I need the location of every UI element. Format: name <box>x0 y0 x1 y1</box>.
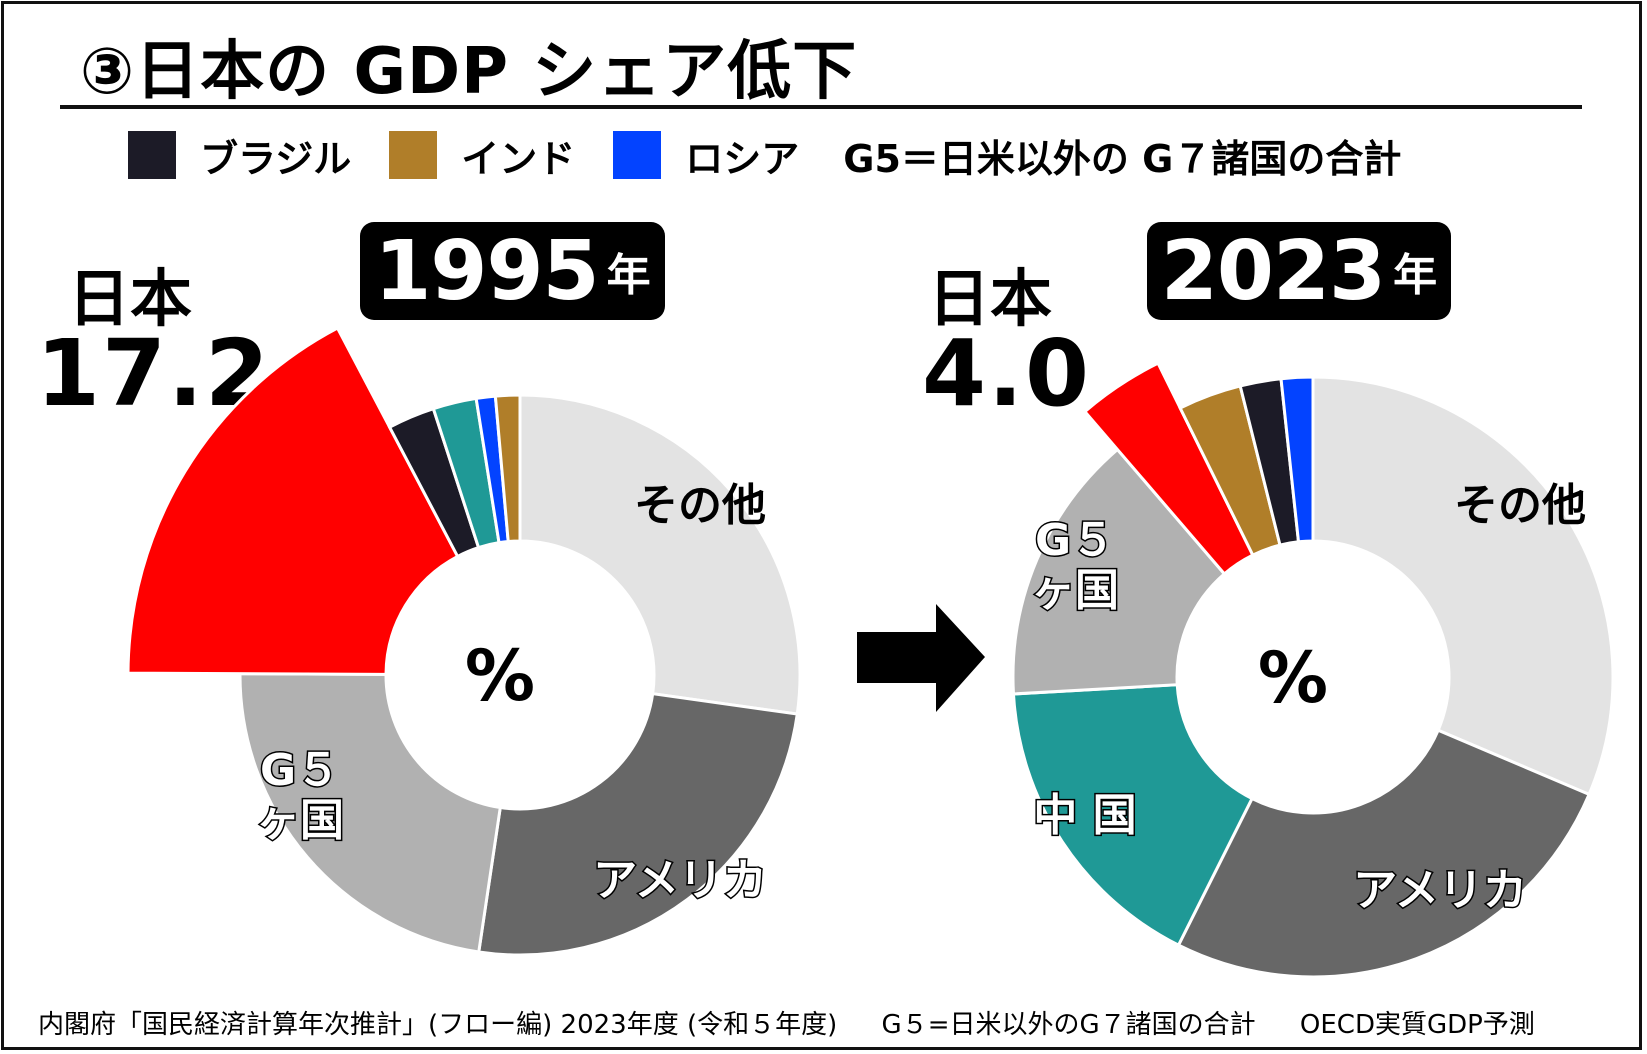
pie-slice-アメリカ <box>477 691 799 957</box>
legend-label-india: インド <box>461 136 576 181</box>
legend-label-brazil: ブラジル <box>200 136 352 181</box>
year-2023: 2023 <box>1160 223 1386 319</box>
slice-label-その他: その他 <box>1454 480 1586 531</box>
pie-slice-日本 <box>126 326 460 676</box>
pie-slice-中国 <box>1011 683 1255 948</box>
slice-label-その他: その他 <box>634 480 766 531</box>
pie-slice-インド <box>493 393 522 544</box>
legend-label-russia: ロシア <box>685 136 800 181</box>
chart-title: ③日本の GDP シェア低下 <box>80 35 858 109</box>
japan-label-2023: 日本 <box>928 262 1053 335</box>
slice-label-アメリカ: アメリカ <box>1353 865 1527 916</box>
legend-item-india: インド <box>389 128 575 183</box>
slice-label-G5ヶ国: G５ <box>260 745 340 796</box>
year-suffix-2023: 年 <box>1393 250 1438 301</box>
footer: 内閣府「国民経済計算年次推計」(フロー編) 2023年度 (令和５年度) G５=… <box>38 1004 1571 1041</box>
pie-slice-アメリカ <box>1176 728 1592 979</box>
pie-center-label: % <box>1258 637 1328 719</box>
pie-slice-G5ヶ国 <box>238 672 502 954</box>
year-suffix-1995: 年 <box>606 250 651 301</box>
pie-slice-その他 <box>518 393 802 716</box>
pie-slice-G5ヶ国 <box>1011 447 1227 696</box>
legend-item-russia: ロシア <box>613 128 799 183</box>
legend: ブラジル インド ロシア G5＝日米以外の G７諸国の合計 <box>128 128 1402 183</box>
year-badge-2023: 2023 年 <box>1147 222 1451 320</box>
slice-label-G5ヶ国: ヶ国 <box>256 795 344 846</box>
japan-label-1995: 日本 <box>68 262 193 335</box>
footer-source: 内閣府「国民経済計算年次推計」(フロー編) 2023年度 (令和５年度) <box>38 1010 838 1040</box>
legend-swatch-russia <box>613 131 662 179</box>
legend-swatch-brazil <box>128 131 176 179</box>
slice-label-中国: 中 国 <box>1033 790 1136 841</box>
year-badge-1995: 1995 年 <box>360 222 665 320</box>
footer-g5-note: G５=日米以外のG７諸国の合計 <box>881 1010 1256 1040</box>
legend-swatch-india <box>389 131 438 179</box>
pie-slice-日本 <box>1082 361 1255 576</box>
footer-forecast-note: OECD実質GDP予測 <box>1299 1010 1535 1040</box>
slice-label-G5ヶ国: G５ <box>1035 515 1115 566</box>
slice-label-G5ヶ国: ヶ国 <box>1031 565 1119 616</box>
legend-item-brazil: ブラジル <box>128 128 351 183</box>
year-1995: 1995 <box>374 223 599 319</box>
pie-slice-ロシア <box>1279 375 1315 544</box>
japan-value-2023: 4.0 <box>922 320 1091 427</box>
pie-slice-その他 <box>1311 375 1615 797</box>
title-rule <box>60 105 1582 109</box>
slice-label-アメリカ: アメリカ <box>593 855 767 906</box>
pie-center-label: % <box>465 635 535 717</box>
transition-arrow-icon <box>857 604 985 712</box>
legend-g5-note: G5＝日米以外の G７諸国の合計 <box>843 136 1402 181</box>
